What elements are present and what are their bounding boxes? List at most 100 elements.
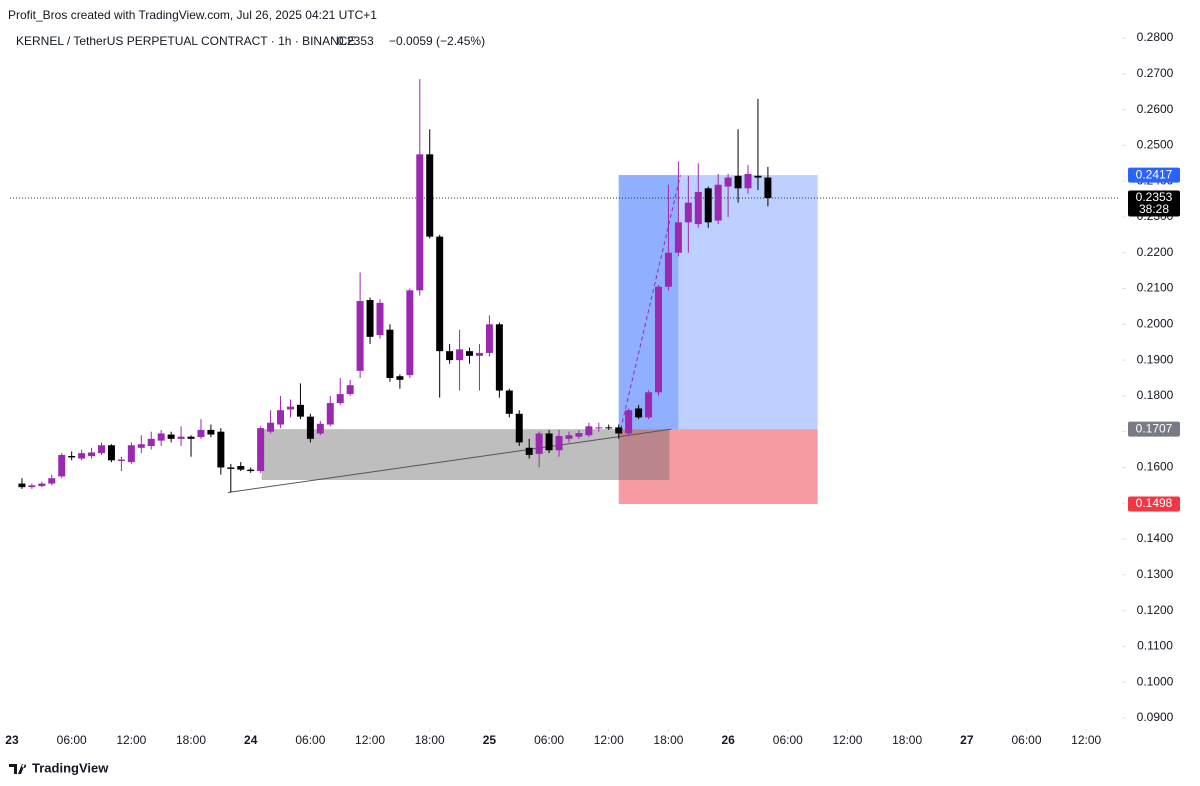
candle-body: [18, 483, 26, 488]
x-tick-label: 12:00: [116, 733, 146, 747]
candle-body: [714, 184, 722, 221]
x-tick-label: 06:00: [534, 733, 564, 747]
candle-body: [167, 434, 175, 439]
candle-body: [107, 445, 115, 461]
x-tick-label: 12:00: [832, 733, 862, 747]
candle-body: [366, 299, 374, 337]
candle-body: [694, 191, 702, 225]
change: −0.0059 (−2.45%): [389, 34, 485, 48]
candle-body: [98, 445, 106, 454]
candle-body: [277, 410, 285, 425]
candle-body: [545, 433, 553, 451]
candle-body: [664, 252, 672, 287]
candle-body: [635, 408, 643, 418]
candle-body: [684, 202, 692, 223]
symbol: KERNEL / TetherUS PERPETUAL CONTRACT · 1…: [16, 34, 355, 48]
candle-body: [595, 427, 603, 429]
price-label-box: [1128, 167, 1180, 183]
candle-body: [157, 433, 165, 441]
candle-body: [286, 406, 294, 410]
candle-body: [68, 456, 76, 458]
x-tick-label: 06:00: [295, 733, 325, 747]
candle-body: [227, 467, 235, 469]
candle-body: [515, 413, 523, 443]
logo: [9, 764, 27, 774]
y-tick-label: 0.2200: [1137, 245, 1174, 259]
price-label: 0.1707: [1136, 421, 1173, 435]
x-tick-label: 18:00: [415, 733, 445, 747]
x-tick-label: 18:00: [176, 733, 206, 747]
x-tick-label: 06:00: [773, 733, 803, 747]
x-tick-label: 27: [960, 733, 974, 747]
y-tick-label: 0.2000: [1137, 316, 1174, 330]
candle-body: [247, 469, 255, 472]
price-label-box: [1128, 190, 1180, 217]
candle-body: [605, 427, 613, 429]
candle-body: [117, 459, 125, 462]
price-label: 0.1498: [1136, 496, 1173, 510]
candle-body: [456, 349, 464, 361]
candle-body: [316, 423, 324, 434]
candle-body: [386, 329, 394, 378]
y-tick-label: 0.0900: [1137, 710, 1174, 724]
y-tick-label: 0.1400: [1137, 531, 1174, 545]
y-tick-label: 0.1300: [1137, 567, 1174, 581]
candle-body: [396, 376, 404, 380]
candle-body: [645, 392, 653, 418]
x-tick-label: 25: [483, 733, 497, 747]
candle-body: [764, 177, 772, 198]
candle-body: [147, 438, 155, 446]
y-tick-label: 0.1600: [1137, 460, 1174, 474]
x-tick-label: 18:00: [892, 733, 922, 747]
price-label-box: [1128, 421, 1180, 437]
zone: [261, 429, 670, 480]
x-tick-label: 12:00: [355, 733, 385, 747]
x-tick-label: 23: [5, 733, 19, 747]
x-tick-label: 06:00: [1011, 733, 1041, 747]
candle-body: [585, 426, 593, 436]
x-tick-label: 12:00: [1071, 733, 1101, 747]
countdown: 38:28: [1139, 202, 1169, 216]
candle-body: [376, 302, 384, 336]
candle-body: [127, 445, 135, 463]
candle-body: [426, 154, 434, 237]
candle-body: [257, 428, 265, 472]
candle-body: [336, 394, 344, 404]
y-tick-label: 0.1000: [1137, 674, 1174, 688]
y-tick-label: 0.2600: [1137, 102, 1174, 116]
candle-body: [28, 485, 36, 488]
candle-body: [217, 431, 225, 468]
y-tick-label: 0.1800: [1137, 388, 1174, 402]
candle-body: [575, 433, 583, 437]
trend-line: [227, 428, 672, 494]
candle-body: [207, 429, 215, 435]
candle-body: [406, 290, 414, 376]
y-tick-label: 0.2700: [1137, 66, 1174, 80]
candle-body: [296, 404, 304, 417]
candle-body: [48, 478, 56, 484]
x-tick-label: 18:00: [653, 733, 683, 747]
x-tick-label: 12:00: [594, 733, 624, 747]
candle-body: [197, 429, 205, 438]
candle-body: [704, 188, 712, 223]
footer: TradingView: [32, 760, 109, 775]
candle-body: [724, 177, 732, 187]
candle-body: [495, 324, 503, 391]
candle-body: [416, 154, 424, 291]
candle-body: [137, 444, 145, 448]
candle-body: [88, 452, 96, 457]
y-tick-label: 0.2100: [1137, 281, 1174, 295]
price-label: 0.2353: [1136, 190, 1173, 204]
last: 0.2353: [337, 34, 374, 48]
y-tick-label: 0.1900: [1137, 352, 1174, 366]
candle-body: [625, 410, 633, 434]
candle-body: [654, 286, 662, 393]
zone: [618, 429, 818, 504]
candle-body: [346, 385, 354, 395]
candle-body: [436, 236, 444, 352]
candle-body: [446, 351, 454, 361]
price-label: 0.2417: [1136, 167, 1173, 181]
candle-body: [267, 422, 275, 432]
candle-body: [326, 403, 334, 425]
